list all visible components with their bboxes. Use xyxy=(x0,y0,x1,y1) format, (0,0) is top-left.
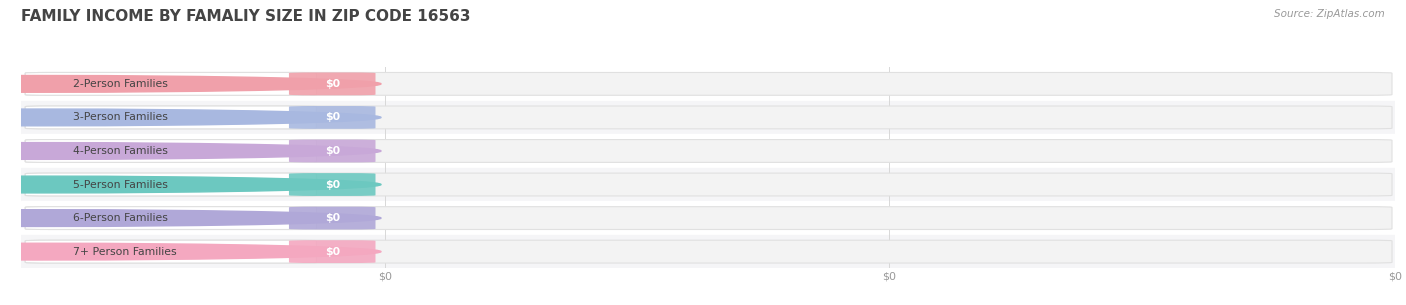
Text: $0: $0 xyxy=(325,146,340,156)
FancyBboxPatch shape xyxy=(25,106,316,129)
Bar xyxy=(21,201,1395,235)
Text: $0: $0 xyxy=(325,180,340,189)
Text: FAMILY INCOME BY FAMALIY SIZE IN ZIP CODE 16563: FAMILY INCOME BY FAMALIY SIZE IN ZIP COD… xyxy=(21,9,471,24)
FancyBboxPatch shape xyxy=(290,173,375,196)
Bar xyxy=(21,67,1395,101)
FancyBboxPatch shape xyxy=(290,140,375,162)
FancyBboxPatch shape xyxy=(25,240,1392,263)
FancyBboxPatch shape xyxy=(290,73,375,95)
FancyBboxPatch shape xyxy=(25,240,316,263)
FancyBboxPatch shape xyxy=(290,106,375,129)
Circle shape xyxy=(0,76,381,92)
Text: 7+ Person Families: 7+ Person Families xyxy=(73,247,177,257)
FancyBboxPatch shape xyxy=(25,106,1392,129)
FancyBboxPatch shape xyxy=(25,207,316,229)
Bar xyxy=(21,235,1395,268)
Text: $0: $0 xyxy=(325,79,340,89)
Text: 6-Person Families: 6-Person Families xyxy=(73,213,169,223)
FancyBboxPatch shape xyxy=(25,173,1392,196)
Circle shape xyxy=(0,142,381,159)
FancyBboxPatch shape xyxy=(25,207,1392,229)
Bar xyxy=(21,168,1395,201)
Text: 2-Person Families: 2-Person Families xyxy=(73,79,169,89)
FancyBboxPatch shape xyxy=(25,140,1392,162)
Text: $0: $0 xyxy=(325,113,340,122)
FancyBboxPatch shape xyxy=(25,140,316,162)
FancyBboxPatch shape xyxy=(25,173,316,196)
Text: 3-Person Families: 3-Person Families xyxy=(73,113,169,122)
FancyBboxPatch shape xyxy=(290,207,375,229)
FancyBboxPatch shape xyxy=(25,73,1392,95)
Text: $0: $0 xyxy=(325,247,340,257)
Text: 5-Person Families: 5-Person Families xyxy=(73,180,169,189)
Bar xyxy=(21,101,1395,134)
Bar xyxy=(21,134,1395,168)
FancyBboxPatch shape xyxy=(25,73,316,95)
Circle shape xyxy=(0,109,381,126)
Text: 4-Person Families: 4-Person Families xyxy=(73,146,169,156)
Circle shape xyxy=(0,210,381,226)
Circle shape xyxy=(0,243,381,260)
Circle shape xyxy=(0,176,381,193)
Text: $0: $0 xyxy=(325,213,340,223)
Text: Source: ZipAtlas.com: Source: ZipAtlas.com xyxy=(1274,9,1385,19)
FancyBboxPatch shape xyxy=(290,240,375,263)
